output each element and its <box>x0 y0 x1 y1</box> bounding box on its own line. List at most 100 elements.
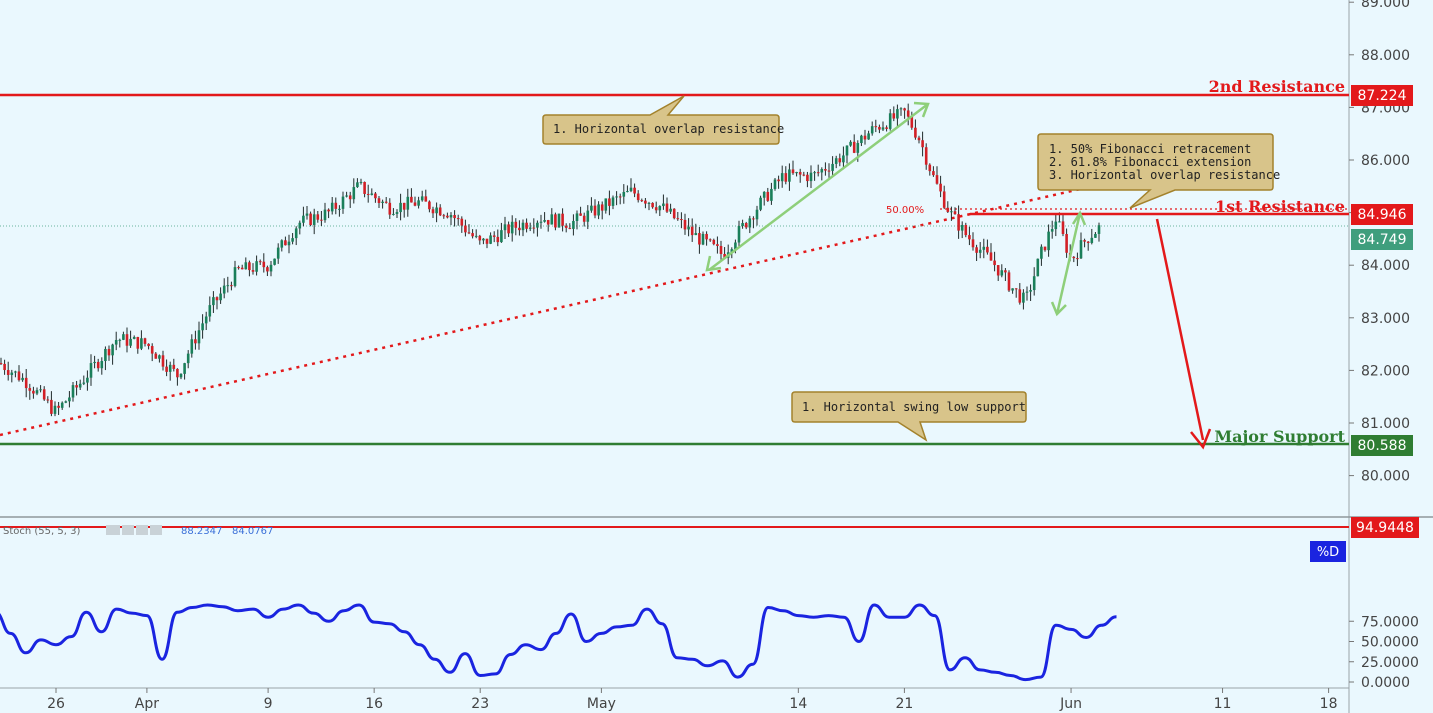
candle-body <box>885 127 888 129</box>
candle-body <box>183 363 186 374</box>
candle-body <box>1079 240 1083 259</box>
candle-body <box>284 240 287 246</box>
candle-body <box>1004 270 1007 273</box>
candle-body <box>374 193 377 199</box>
candle-body <box>550 214 554 225</box>
candle-body <box>741 223 744 226</box>
candle-body <box>446 215 449 218</box>
projection-arrow[interactable] <box>1155 218 1205 441</box>
candle-body <box>356 182 359 188</box>
candle-body <box>370 193 374 195</box>
candle-body <box>158 355 161 359</box>
candle-body <box>1065 234 1068 253</box>
candle-body <box>125 334 129 346</box>
candle-body <box>730 249 734 253</box>
candle-body <box>968 235 971 240</box>
arrow-up-move[interactable] <box>708 103 929 271</box>
candle-body <box>744 223 748 228</box>
candle-body <box>1007 272 1011 291</box>
candle-body <box>903 108 906 111</box>
arrow-retracement[interactable] <box>1055 212 1082 315</box>
y-tick-label: 84.000 <box>1361 258 1410 274</box>
candle-body <box>471 233 474 237</box>
stoch-title: Stoch (55, 5, 3) <box>3 526 80 537</box>
arrow-head-retracement-top <box>1071 210 1087 226</box>
candle-body <box>986 246 989 253</box>
stoch-tick-label: 0.0000 <box>1361 675 1410 691</box>
candle-body <box>39 389 42 391</box>
x-tick-label: 26 <box>47 696 65 712</box>
candle-body <box>654 207 658 211</box>
candle-body <box>950 211 953 213</box>
candle-body <box>791 169 795 174</box>
y-tick-label: 89.000 <box>1361 0 1410 11</box>
candle-body <box>46 399 50 401</box>
candle-body <box>597 204 600 216</box>
stoch-tick-label: 75.0000 <box>1361 614 1419 630</box>
candle-body <box>989 252 993 261</box>
candle-body <box>438 207 442 216</box>
candle-body <box>539 221 543 223</box>
candle-body <box>449 215 453 218</box>
candle-body <box>93 361 96 364</box>
callout-first-resistance[interactable]: 1. 50% Fibonacci retracement 2. 61.8% Fi… <box>1037 133 1280 209</box>
candle-body <box>168 364 172 372</box>
candle-body <box>3 363 6 371</box>
candle-body <box>21 377 24 381</box>
candle-body <box>381 201 384 204</box>
candle-body <box>827 170 831 172</box>
candle-body <box>305 213 309 216</box>
candle-body <box>1000 270 1004 276</box>
candle-body <box>964 224 968 236</box>
candle-body <box>230 285 233 287</box>
arrow-head-retracement-bottom <box>1050 301 1067 317</box>
candle-body <box>510 221 514 234</box>
tag-stoch-level: 94.9448 <box>1351 517 1419 538</box>
candle-body <box>878 126 881 130</box>
candle-body <box>165 366 168 372</box>
callout-swing-low[interactable]: 1. Horizontal swing low support <box>791 391 1027 442</box>
candle-body <box>759 197 762 210</box>
candles[interactable] <box>0 103 1101 417</box>
svg-text:%D: %D <box>1317 545 1339 560</box>
candle-body <box>806 174 809 182</box>
candle-body <box>140 338 143 349</box>
svg-text:94.9448: 94.9448 <box>1356 520 1414 536</box>
y-tick-label: 82.000 <box>1361 363 1410 379</box>
candle-body <box>572 220 575 229</box>
candle-body <box>104 348 107 362</box>
candle-body <box>100 361 104 369</box>
price-pane[interactable] <box>0 0 1349 517</box>
candle-body <box>622 191 626 197</box>
candle-body <box>176 368 179 378</box>
candle-body <box>82 382 86 384</box>
impulse-arrows[interactable] <box>705 101 1087 317</box>
second-resistance-label: 2nd Resistance <box>1209 77 1345 96</box>
fibonacci-50-label: 50.00% <box>886 205 924 216</box>
candle-body <box>737 225 741 243</box>
candle-body <box>474 235 478 237</box>
stoch-d-line[interactable] <box>0 603 1117 682</box>
candle-body <box>363 181 366 194</box>
candle-body <box>845 145 849 156</box>
candle-body <box>1032 276 1036 291</box>
candle-body <box>500 230 503 243</box>
candle-body <box>96 361 100 369</box>
callout-overlap-resistance[interactable]: 1. Horizontal overlap resistance <box>542 95 784 145</box>
candle-body <box>780 173 784 182</box>
candle-body <box>377 198 381 204</box>
candle-body <box>546 220 550 225</box>
stoch-legend[interactable]: Stoch (55, 5, 3) 88.2347 84.0767 <box>3 525 273 537</box>
candle-body <box>1011 288 1014 291</box>
candle-body <box>514 221 518 228</box>
arrow-head-up <box>913 101 930 118</box>
candle-body <box>507 224 510 234</box>
candle-body <box>629 187 633 192</box>
candle-body <box>248 262 251 271</box>
candle-body <box>658 206 662 211</box>
candle-body <box>1076 258 1079 260</box>
candle-body <box>464 225 467 233</box>
candle-body <box>777 179 780 182</box>
